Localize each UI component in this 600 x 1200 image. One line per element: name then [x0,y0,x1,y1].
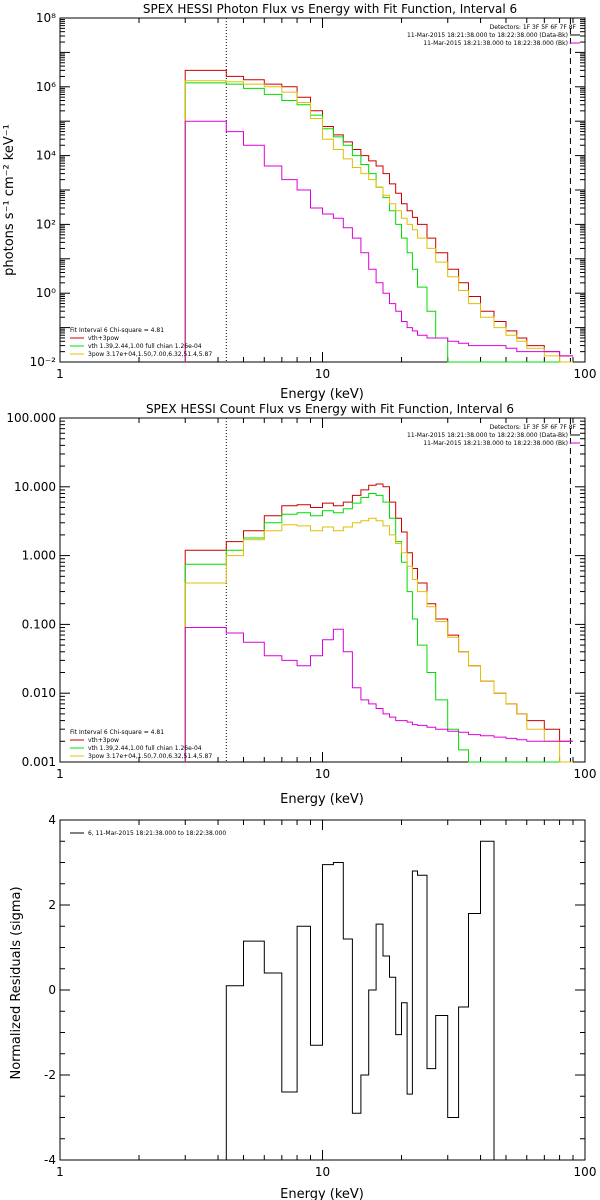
count-x-tick-label: 100 [574,767,597,781]
photon-x-axis-label: Energy (keV) [280,387,364,402]
residuals-x-tick-label: 1 [56,1165,64,1179]
count-y-tick-label: 100.000 [6,411,56,425]
count-axes: 1 10 100 0.001 0.010 0.100 1.000 10.000 100.000 [6,411,596,781]
count-nonthermal-series [184,517,573,763]
count-y-tick-label: 10.000 [14,480,56,494]
photon-legend-fit-interval: Fit Interval 6 Chi-square = 4.81 [70,327,164,334]
photon-legend-vth: vth 1.39,2.44,1.00 full chian 1.26e-04 [88,343,202,350]
count-y-tick-label: 0.001 [22,755,56,769]
photon-legend-data-bk: 11-Mar-2015 18:21:38.000 to 18:22:38.000… [407,32,568,39]
residuals-legend-interval: 6, 11-Mar-2015 18:21:38.000 to 18:22:38.… [88,830,226,837]
residuals-x-tick-label: 100 [574,1165,597,1179]
photon-legend-vth-3pow: vth+3pow [88,335,119,342]
residuals-panel: Normalized Residuals (sigma) Energy (keV… [9,813,596,1200]
photon-axes: 1 10 100 10⁻² 10⁰ 10² 10⁴ 10⁶ 10⁸ [30,11,597,381]
count-legend-bk: 11-Mar-2015 18:21:38.000 to 18:22:38.000… [423,440,568,447]
residuals-x-axis-label: Energy (keV) [280,1187,364,1200]
photon-x-tick-label: 10 [315,367,330,381]
photon-nonthermal-series [184,80,573,363]
residuals-y-tick-label: -4 [44,1153,56,1167]
count-thermal-series [184,493,573,763]
photon-y-tick-label: 10⁻² [30,355,57,369]
photon-legend-bottom: Fit Interval 6 Chi-square = 4.81 vth+3po… [70,327,212,358]
photon-x-tick-label: 1 [56,367,64,381]
count-legend-3pow: 3pow 3.17e+04,1.50,7.00,6.32,51.4,5.87 [88,753,212,760]
residuals-y-tick-label: -2 [44,1068,56,1082]
photon-legend-top: Detectors: 1F 3F 5F 6F 7F 8F 11-Mar-2015… [407,24,577,47]
count-total-series [184,483,573,762]
photon-x-tick-label: 100 [574,367,597,381]
photon-y-tick-label: 10² [36,217,56,231]
count-legend-vth: vth 1.39,2.44,1.00 full chian 1.26e-04 [88,745,202,752]
count-x-tick-label: 1 [56,767,64,781]
count-background-series [184,627,573,762]
photon-legend-detectors: Detectors: 1F 3F 5F 6F 7F 8F [490,24,577,31]
residuals-axes: 1 10 100 -4 -2 0 2 4 [44,813,596,1179]
photon-total-series [184,69,573,362]
photon-flux-panel: SPEX HESSI Photon Flux vs Energy with Fi… [2,2,596,402]
photon-y-tick-label: 10⁴ [36,149,56,163]
photon-chart-title: SPEX HESSI Photon Flux vs Energy with Fi… [143,2,517,16]
count-x-tick-label: 10 [315,767,330,781]
photon-y-axis-label: photons s⁻¹ cm⁻² keV⁻¹ [2,124,17,276]
count-y-tick-label: 0.100 [22,617,56,631]
count-x-axis-label: Energy (keV) [280,792,364,807]
residuals-y-tick-label: 4 [48,813,56,827]
count-chart-title: SPEX HESSI Count Flux vs Energy with Fit… [146,402,514,416]
residuals-y-axis-label: Normalized Residuals (sigma) [9,886,24,1079]
photon-y-tick-label: 10⁸ [36,11,56,25]
residuals-legend-top: 6, 11-Mar-2015 18:21:38.000 to 18:22:38.… [88,830,226,837]
residuals-y-tick-label: 0 [48,983,56,997]
count-legend-data-bk: 11-Mar-2015 18:21:38.000 to 18:22:38.000… [407,432,568,439]
count-legend-bottom: Fit Interval 6 Chi-square = 4.81 vth+3po… [70,729,212,760]
photon-legend-3pow: 3pow 3.17e+04,1.50,7.00,6.32,51.4,5.87 [88,351,212,358]
photon-y-tick-label: 10⁶ [36,80,56,94]
photon-y-tick-label: 10⁰ [36,286,56,300]
residuals-y-tick-label: 2 [48,898,56,912]
count-legend-vth-3pow: vth+3pow [88,737,119,744]
count-plot-frame [59,417,586,763]
photon-thermal-series [184,82,573,363]
residuals-x-tick-label: 10 [315,1165,330,1179]
photon-background-series [184,120,573,362]
photon-plot-frame [59,17,586,363]
residuals-observed-series [225,840,573,1161]
count-y-tick-label: 1.000 [22,549,56,563]
count-y-tick-label: 0.010 [22,686,56,700]
count-legend-fit-interval: Fit Interval 6 Chi-square = 4.81 [70,729,164,736]
count-flux-panel: SPEX HESSI Count Flux vs Energy with Fit… [6,402,596,807]
count-legend-detectors: Detectors: 1F 3F 5F 6F 7F 8F [490,424,577,431]
count-legend-top: Detectors: 1F 3F 5F 6F 7F 8F 11-Mar-2015… [407,424,577,447]
photon-legend-bk: 11-Mar-2015 18:21:38.000 to 18:22:38.000… [423,40,568,47]
